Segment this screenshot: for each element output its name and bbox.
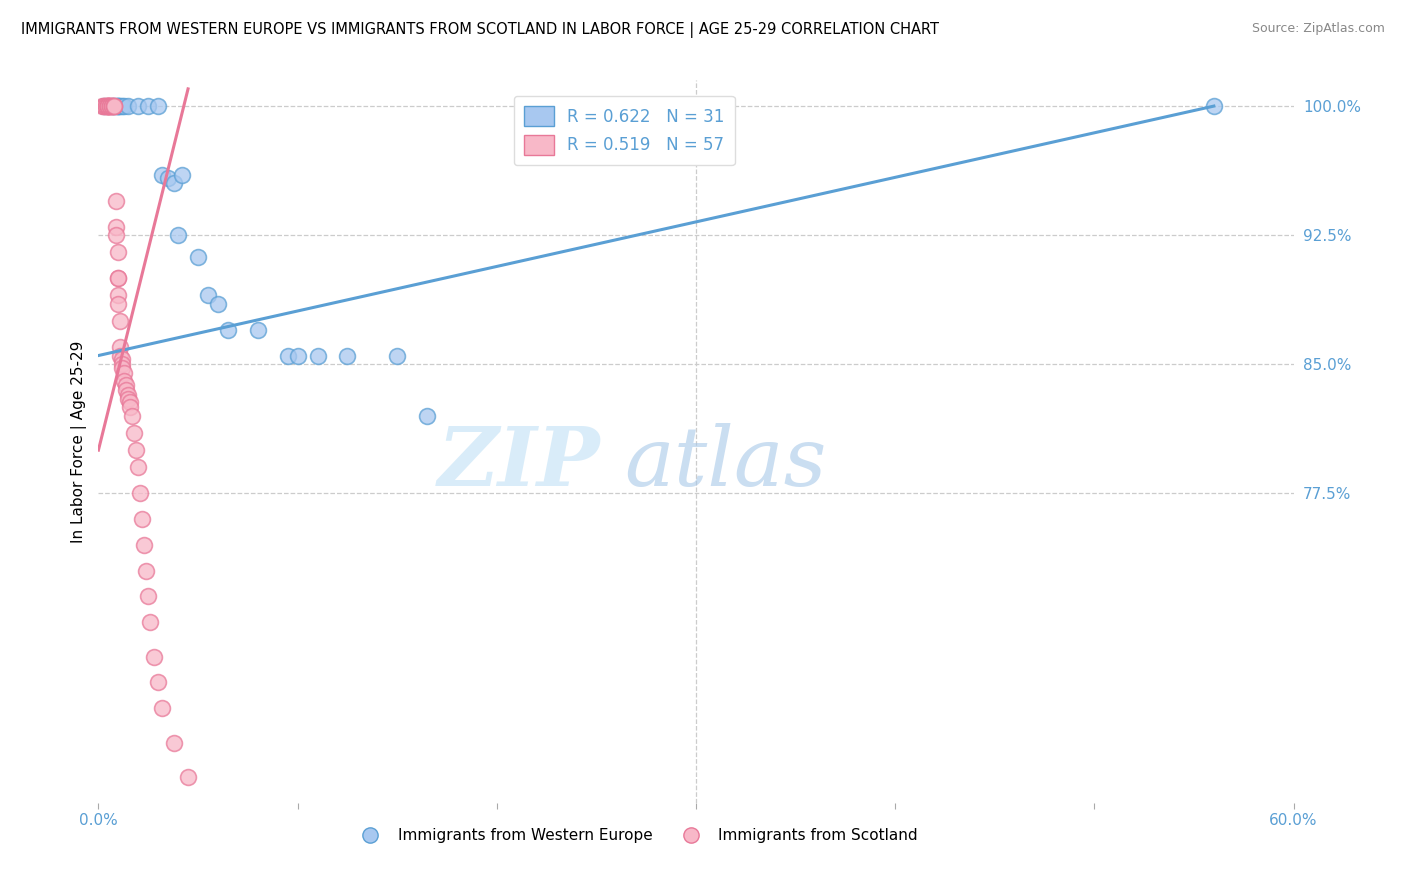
Point [148, 99, 170, 113]
Point [111, 351, 134, 366]
Point [287, 349, 309, 363]
Point [105, 219, 128, 234]
Point [416, 409, 439, 423]
Point [97, 99, 120, 113]
Point [93, 99, 115, 113]
Point [103, 99, 125, 113]
Point [115, 377, 138, 392]
Point [336, 349, 359, 363]
Point [115, 383, 138, 397]
Point [96, 99, 118, 113]
Point [101, 99, 124, 113]
Point [105, 228, 128, 243]
Point [121, 409, 143, 423]
Text: atlas: atlas [624, 423, 827, 503]
Point [307, 349, 329, 363]
Point [110, 349, 132, 363]
Point [197, 288, 219, 302]
Point [131, 512, 153, 526]
Point [136, 590, 159, 604]
Text: ZIP: ZIP [437, 423, 600, 503]
Point [385, 349, 409, 363]
Point [107, 271, 129, 285]
Text: Source: ZipAtlas.com: Source: ZipAtlas.com [1251, 22, 1385, 36]
Point [97, 99, 120, 113]
Point [1202, 99, 1225, 113]
Point [105, 99, 128, 113]
Point [110, 340, 132, 354]
Point [117, 99, 139, 113]
Point [93, 99, 115, 113]
Point [103, 99, 125, 113]
Point [107, 288, 129, 302]
Point [134, 538, 156, 552]
Point [107, 271, 129, 285]
Text: IMMIGRANTS FROM WESTERN EUROPE VS IMMIGRANTS FROM SCOTLAND IN LABOR FORCE | AGE : IMMIGRANTS FROM WESTERN EUROPE VS IMMIGR… [21, 22, 939, 38]
Point [112, 99, 135, 113]
Point [127, 99, 149, 113]
Point [111, 99, 134, 113]
Point [136, 99, 159, 113]
Point [150, 701, 173, 715]
Point [101, 99, 124, 113]
Point [97, 99, 120, 113]
Point [157, 171, 180, 186]
Point [127, 460, 149, 475]
Point [103, 99, 125, 113]
Point [167, 228, 190, 243]
Point [139, 615, 162, 630]
Point [125, 443, 148, 458]
Point [91, 99, 114, 113]
Point [120, 395, 142, 409]
Point [93, 99, 115, 113]
Point [187, 251, 209, 265]
Point [129, 486, 152, 500]
Point [107, 297, 129, 311]
Point [217, 323, 239, 337]
Point [110, 314, 132, 328]
Point [98, 99, 122, 113]
Point [112, 366, 135, 380]
Point [101, 99, 124, 113]
Point [101, 99, 124, 113]
Point [117, 388, 139, 402]
Point [103, 99, 125, 113]
Point [163, 177, 186, 191]
Point [111, 360, 134, 375]
Point [107, 245, 129, 260]
Point [98, 99, 122, 113]
Point [96, 99, 118, 113]
Point [98, 99, 122, 113]
Point [107, 99, 129, 113]
Point [112, 375, 135, 389]
Point [97, 99, 120, 113]
Point [107, 99, 129, 113]
Point [111, 357, 134, 371]
Point [143, 649, 166, 664]
Point [177, 770, 200, 784]
Point [107, 99, 129, 113]
Point [97, 99, 120, 113]
Point [117, 392, 139, 406]
Point [120, 400, 142, 414]
Point [163, 735, 186, 749]
Point [207, 297, 229, 311]
Y-axis label: In Labor Force | Age 25-29: In Labor Force | Age 25-29 [72, 341, 87, 542]
Point [124, 425, 146, 440]
Point [110, 99, 132, 113]
Point [135, 564, 157, 578]
Point [246, 323, 269, 337]
Point [97, 99, 120, 113]
Point [105, 194, 128, 208]
Point [277, 349, 299, 363]
Point [150, 168, 173, 182]
Point [172, 168, 194, 182]
Legend: Immigrants from Western Europe, Immigrants from Scotland: Immigrants from Western Europe, Immigran… [349, 822, 924, 849]
Point [148, 675, 170, 690]
